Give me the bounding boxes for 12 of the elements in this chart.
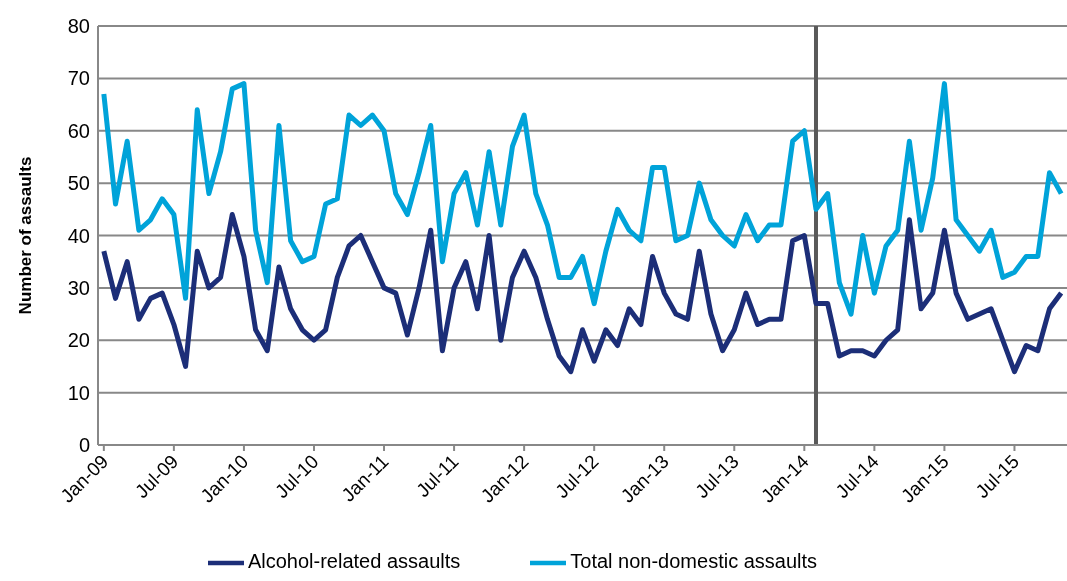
- legend-label: Alcohol-related assaults: [247, 550, 461, 573]
- y-tick-label: 30: [67, 276, 90, 299]
- y-tick-label: 60: [67, 119, 90, 142]
- y-tick-label: 50: [67, 172, 90, 195]
- legend-label: Total non-domestic assaults: [570, 550, 818, 573]
- y-axis-title: Number of assaults: [16, 156, 36, 315]
- y-tick-label: 80: [67, 15, 90, 38]
- y-tick-label: 70: [67, 67, 90, 90]
- y-tick-label: 0: [78, 434, 90, 457]
- y-tick-label: 40: [67, 224, 90, 247]
- y-tick-label: 20: [67, 329, 90, 352]
- y-tick-label: 10: [67, 381, 90, 404]
